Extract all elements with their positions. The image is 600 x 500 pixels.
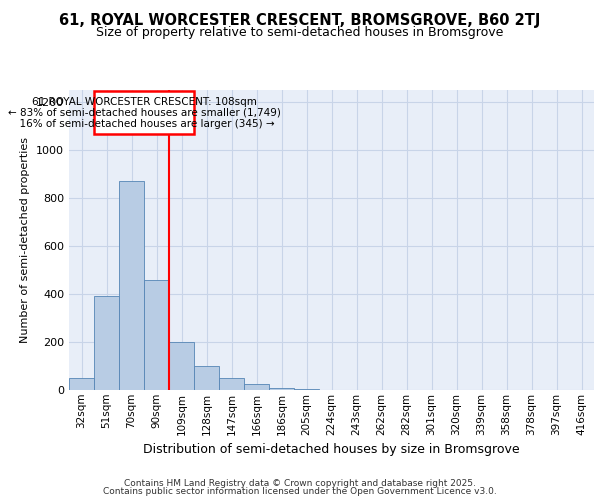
Bar — [69, 378, 94, 390]
Bar — [269, 388, 294, 390]
Bar — [194, 366, 219, 390]
Text: ← 83% of semi-detached houses are smaller (1,749): ← 83% of semi-detached houses are smalle… — [8, 108, 280, 118]
Bar — [244, 384, 269, 390]
Bar — [219, 378, 244, 390]
Text: Contains public sector information licensed under the Open Government Licence v3: Contains public sector information licen… — [103, 487, 497, 496]
Text: 61 ROYAL WORCESTER CRESCENT: 108sqm: 61 ROYAL WORCESTER CRESCENT: 108sqm — [32, 97, 256, 107]
Bar — [169, 342, 194, 390]
Y-axis label: Number of semi-detached properties: Number of semi-detached properties — [20, 137, 31, 343]
Bar — [119, 181, 144, 390]
Text: 16% of semi-detached houses are larger (345) →: 16% of semi-detached houses are larger (… — [13, 118, 275, 128]
Text: Contains HM Land Registry data © Crown copyright and database right 2025.: Contains HM Land Registry data © Crown c… — [124, 478, 476, 488]
Text: 61, ROYAL WORCESTER CRESCENT, BROMSGROVE, B60 2TJ: 61, ROYAL WORCESTER CRESCENT, BROMSGROVE… — [59, 12, 541, 28]
Bar — [294, 389, 319, 390]
Text: Size of property relative to semi-detached houses in Bromsgrove: Size of property relative to semi-detach… — [97, 26, 503, 39]
X-axis label: Distribution of semi-detached houses by size in Bromsgrove: Distribution of semi-detached houses by … — [143, 443, 520, 456]
FancyBboxPatch shape — [94, 91, 194, 134]
Bar — [144, 280, 169, 390]
Bar — [94, 296, 119, 390]
